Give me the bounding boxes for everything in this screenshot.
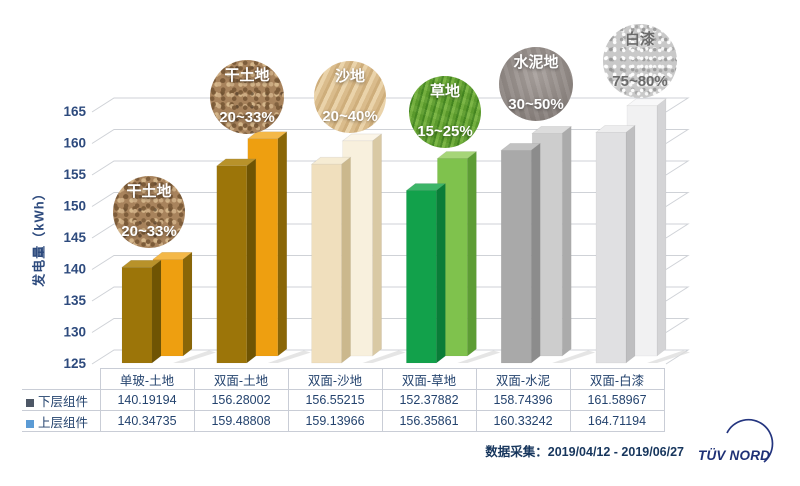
grid-line (91, 192, 690, 207)
annotation-circle-concrete-4: 水泥地 30~50% (499, 47, 573, 121)
annotation-label: 水泥地 (513, 54, 559, 71)
bar-lower-2 (310, 156, 352, 364)
y-tick-label: 125 (63, 356, 86, 371)
annotation-circle-grass-3: 草地 15~25% (409, 76, 481, 148)
annotation-value: 20~40% (322, 108, 378, 125)
table-col-header-5: 双面-白漆 (569, 368, 665, 390)
y-tick-label: 150 (63, 199, 86, 214)
annotation-value: 15~25% (417, 123, 473, 140)
y-tick-label: 155 (63, 167, 86, 182)
table-cell-s1-c1: 159.48808 (193, 410, 289, 432)
annotation-circle-soil-0: 干土地 20~33% (113, 176, 185, 248)
data-collection-caption: 数据采集：2019/04/12 - 2019/06/27 (485, 441, 684, 460)
legend-marker-icon (26, 419, 34, 428)
caption-value: 2019/04/12 - 2019/06/27 (547, 445, 684, 459)
grid-line (91, 255, 690, 270)
table-cell-s0-c2: 156.55215 (287, 389, 383, 411)
table-corner-cell (22, 368, 101, 390)
table-col-header-4: 双面-水泥 (475, 368, 571, 390)
y-tick-label: 145 (63, 230, 86, 245)
annotation-label: 草地 (429, 83, 460, 100)
table-cell-s1-c3: 156.35861 (381, 410, 477, 432)
annotation-value: 75~80% (612, 73, 668, 90)
table-col-header-0: 单玻-土地 (99, 368, 195, 390)
annotation-value: 30~50% (508, 96, 564, 113)
grid-line (91, 223, 690, 239)
grid-line (91, 97, 690, 113)
legend-row-label-1: 上层组件 (22, 410, 101, 432)
bar-upper-1 (246, 131, 288, 357)
table-cell-s1-c0: 140.34735 (99, 410, 195, 432)
y-tick-label: 135 (63, 293, 86, 308)
y-axis-title: 发电量（kWh） (31, 186, 47, 287)
table-col-header-3: 双面-草地 (381, 368, 477, 390)
table-cell-s1-c5: 164.71194 (569, 410, 665, 432)
annotation-circle-sand-2: 沙地 20~40% (314, 61, 386, 133)
table-cell-s0-c4: 158.74396 (475, 389, 571, 411)
annotation-value: 20~33% (121, 223, 177, 240)
table-cell-s0-c0: 140.19194 (99, 389, 195, 411)
bar-shadow (457, 350, 501, 363)
bar-lower-1 (215, 158, 257, 364)
table-row-0: 下层组件 140.19194 156.28002 156.55215 152.37882… (22, 389, 665, 411)
tuv-nord-logo: TÜV NORD (698, 418, 774, 463)
bar-lower-0 (121, 259, 162, 364)
series-name: 下层组件 (38, 394, 89, 409)
caption-label: 数据采集： (485, 445, 548, 459)
logo-arc-icon (726, 418, 774, 463)
bar-shadow (647, 350, 690, 363)
data-table: 单玻-土地 双面-土地 双面-沙地 双面-草地 双面-水泥 双面-白漆下层组件 140.19… (22, 368, 665, 432)
annotation-label: 沙地 (334, 68, 365, 85)
table-row-1: 上层组件 140.34735 159.48808 159.13966 156.35861… (22, 410, 665, 432)
grid-line (91, 129, 690, 144)
bar-shadow (173, 350, 216, 363)
grid-line (91, 349, 690, 365)
annotation-value: 20~33% (219, 109, 275, 126)
logo-text: TÜV NORD (698, 448, 770, 463)
annotation-label: 干土地 (126, 183, 172, 200)
bar-lower-3 (405, 183, 447, 364)
bar-shadow (267, 350, 311, 363)
grid-line (91, 286, 690, 302)
annotation-label: 干土地 (224, 67, 270, 84)
table-col-header-1: 双面-土地 (193, 368, 289, 390)
bar-shadow (362, 350, 406, 363)
annotation-circle-paint-5: 白漆 75~80% (603, 24, 677, 98)
bar-shadow (552, 350, 596, 363)
legend-marker-icon (26, 398, 34, 407)
y-tick-label: 130 (63, 325, 86, 340)
grid-line (91, 160, 690, 176)
y-tick-label: 140 (63, 262, 86, 277)
annotation-circle-soil-1: 干土地 20~33% (210, 60, 284, 134)
y-tick-label: 160 (63, 136, 86, 151)
table-cell-s0-c3: 152.37882 (381, 389, 477, 411)
bar-lower-4 (500, 142, 542, 364)
grid-line (91, 318, 690, 333)
table-cell-s0-c5: 161.58967 (569, 389, 665, 411)
series-name: 上层组件 (38, 415, 89, 430)
table-cell-s0-c1: 156.28002 (193, 389, 289, 411)
annotation-label: 白漆 (624, 31, 655, 48)
y-tick-label: 165 (63, 104, 86, 119)
table-cell-s1-c4: 160.33242 (475, 410, 571, 432)
table-col-header-2: 双面-沙地 (287, 368, 383, 390)
legend-row-label-0: 下层组件 (22, 389, 101, 411)
bar-lower-5 (595, 124, 636, 364)
table-cell-s1-c2: 159.13966 (287, 410, 383, 432)
